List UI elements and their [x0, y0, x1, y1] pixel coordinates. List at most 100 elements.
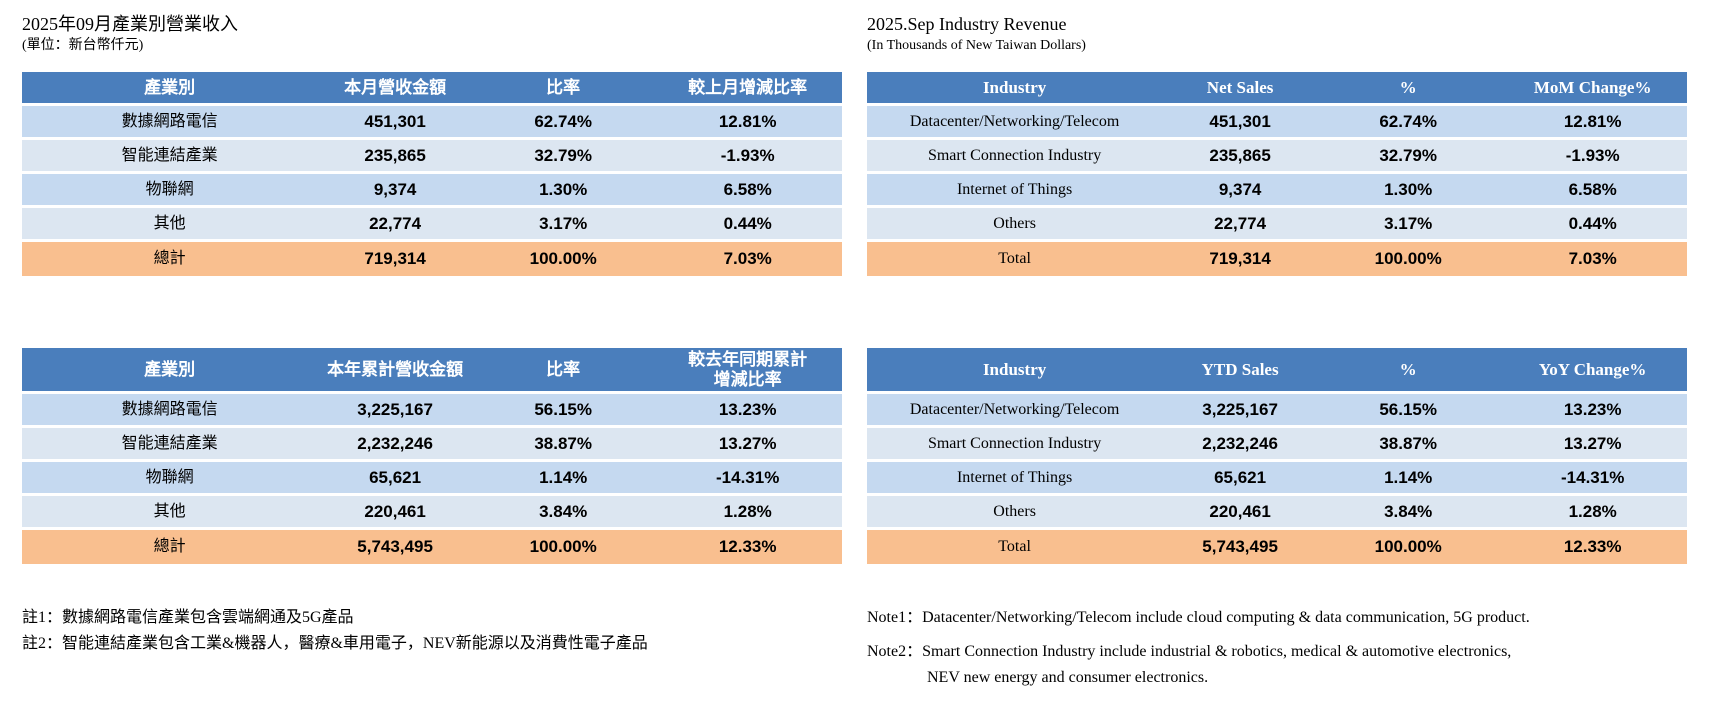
total-value: 100.00%	[529, 249, 597, 268]
row-label: Smart Connection Industry	[927, 146, 1102, 164]
cell-value: 1.28%	[1568, 501, 1617, 521]
row-label: 物聯網	[145, 180, 194, 198]
row-label: 物聯網	[145, 468, 194, 486]
column-header: 比率	[546, 359, 581, 379]
cell-value: 22,774	[1214, 213, 1267, 233]
table-header-row: Industry YTD Sales% YoY Change%	[867, 348, 1687, 394]
cell-value: 62.74%	[534, 111, 593, 131]
total-value: 100.00%	[529, 537, 597, 556]
cell-value: 1.30%	[539, 179, 588, 199]
row-label: 智能連結產業	[121, 434, 218, 452]
row-label: Datacenter/Networking/Telecom	[909, 400, 1120, 418]
row-label: Others	[993, 502, 1036, 520]
cell-value: 235,865	[364, 145, 426, 165]
row-label: 數據網路電信	[121, 112, 218, 130]
column-header: Net Sales	[1206, 77, 1274, 97]
column-header: %	[1399, 359, 1417, 379]
table-header-row: 產業別 本年累計營收金額 比率 較去年同期累計 增減比率	[22, 348, 842, 394]
footnote: 註2：智能連結產業包含工業&機器人，醫療&車用電子，NEV新能源以及消費性電子產…	[22, 635, 648, 652]
total-value: 5,743,495	[357, 537, 433, 556]
cell-value: -14.31%	[716, 467, 780, 487]
total-value: 5,743,495	[1202, 537, 1278, 556]
total-value: 7.03%	[1568, 249, 1617, 268]
cell-value: 12.81%	[718, 111, 777, 131]
column-header: YoY Change%	[1538, 359, 1647, 379]
cell-value: 1.14%	[1384, 467, 1433, 487]
column-header: 產業別	[144, 359, 196, 379]
cell-value: 451,301	[1209, 111, 1271, 131]
total-label: 總計	[153, 250, 186, 267]
cell-value: 13.23%	[718, 399, 777, 419]
cell-value: 3.84%	[539, 501, 588, 521]
total-value: 719,314	[1209, 249, 1271, 268]
cell-value: 220,461	[1209, 501, 1271, 521]
table-row: Datacenter/Networking/Telecom 3,225,167 56…	[867, 394, 1687, 428]
total-label: Total	[998, 250, 1031, 267]
cell-value: 3.84%	[1384, 501, 1433, 521]
column-header: Industry	[982, 359, 1047, 379]
cell-value: 0.44%	[1568, 213, 1617, 233]
table-header-row: Industry Net Sales% MoM Change%	[867, 72, 1687, 106]
english-section: 2025.Sep Industry Revenue (In Thousands …	[867, 13, 1687, 691]
cell-value: 1.14%	[539, 467, 588, 487]
cell-value: 32.79%	[1379, 145, 1438, 165]
cell-value: 6.58%	[1568, 179, 1617, 199]
table-row: Internet of Things 65,621 1.14% -14.31%	[867, 462, 1687, 496]
row-label: Others	[993, 214, 1036, 232]
total-value: 719,314	[364, 249, 426, 268]
cell-value: 2,232,246	[1202, 433, 1278, 453]
column-header: 本月營收金額	[344, 77, 447, 97]
cn-title: 2025年09月產業別營業收入	[22, 14, 238, 34]
cell-value: 13.27%	[1563, 433, 1622, 453]
cell-value: 32.79%	[534, 145, 593, 165]
cell-value: 2,232,246	[357, 433, 433, 453]
total-value: 100.00%	[1374, 249, 1442, 268]
cell-value: 38.87%	[534, 433, 593, 453]
cell-value: 22,774	[369, 213, 422, 233]
column-header: 產業別	[144, 77, 196, 97]
cell-value: 1.30%	[1384, 179, 1433, 199]
cell-value: 9,374	[373, 179, 417, 199]
en-title: 2025.Sep Industry Revenue	[867, 14, 1067, 34]
table-row: 智能連結產業 235,865 32.79% -1.93%	[22, 140, 842, 174]
cell-value: 3,225,167	[1202, 399, 1278, 419]
footnote: 註1：數據網路電信產業包含雲端網通及5G產品	[22, 609, 354, 626]
footnote: Note2：Smart Connection Industry include …	[867, 643, 1512, 686]
footnotes-en: Note1：Datacenter/Networking/Telecom incl…	[867, 605, 1687, 691]
en-subtitle: (In Thousands of New Taiwan Dollars)	[867, 38, 1086, 53]
column-header: Industry	[982, 77, 1047, 97]
column-header: YTD Sales	[1201, 359, 1279, 379]
cell-value: 65,621	[369, 467, 422, 487]
table-row: 其他 220,461 3.84% 1.28%	[22, 496, 842, 530]
cell-value: 0.44%	[723, 213, 772, 233]
column-header: MoM Change%	[1533, 77, 1652, 97]
table-row: Smart Connection Industry 2,232,246 38.87%…	[867, 428, 1687, 462]
row-label: 智能連結產業	[121, 146, 218, 164]
table-header-row: 產業別 本月營收金額 比率 較上月增減比率	[22, 72, 842, 106]
cell-value: 3.17%	[1384, 213, 1433, 233]
cell-value: 38.87%	[1379, 433, 1438, 453]
row-label: Datacenter/Networking/Telecom	[909, 112, 1120, 130]
cell-value: 235,865	[1209, 145, 1271, 165]
cell-value: 6.58%	[723, 179, 772, 199]
cell-value: 62.74%	[1379, 111, 1438, 131]
cell-value: -1.93%	[720, 145, 775, 165]
cell-value: -1.93%	[1565, 145, 1620, 165]
table-row: Internet of Things 9,374 1.30% 6.58%	[867, 174, 1687, 208]
total-value: 12.33%	[718, 537, 777, 556]
total-value: 12.33%	[1563, 537, 1622, 556]
cell-value: 1.28%	[723, 501, 772, 521]
monthly-revenue-table-cn: 產業別 本月營收金額 比率 較上月增減比率 數據網路電信 451,301 62.74% 12.…	[22, 72, 842, 276]
total-value: 100.00%	[1374, 537, 1442, 556]
total-label: Total	[998, 538, 1031, 555]
total-row: 總計 719,314 100.00% 7.03%	[22, 242, 842, 276]
cell-value: -14.31%	[1561, 467, 1625, 487]
table-row: 其他 22,774 3.17% 0.44%	[22, 208, 842, 242]
cell-value: 3,225,167	[357, 399, 433, 419]
total-row: Total 719,314 100.00% 7.03%	[867, 242, 1687, 276]
cell-value: 12.81%	[1563, 111, 1622, 131]
row-label: Internet of Things	[956, 468, 1073, 486]
row-label: 其他	[153, 502, 186, 520]
